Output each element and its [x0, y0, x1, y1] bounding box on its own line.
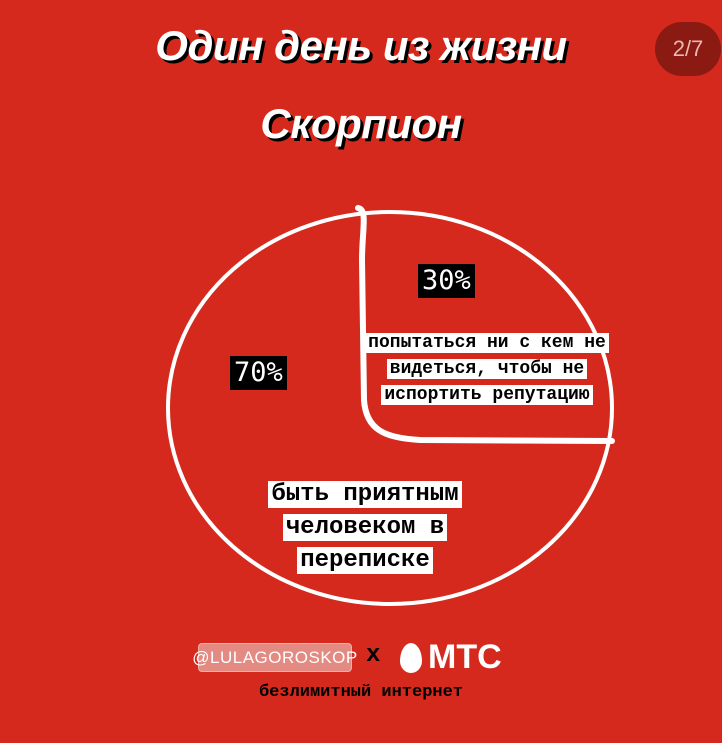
- slice-30-label: попытаться ни с кем не видеться, чтобы н…: [356, 330, 618, 408]
- slice-70-value: 70%: [230, 356, 287, 390]
- mts-logo: МТС: [400, 638, 502, 677]
- mts-egg-icon: [400, 642, 422, 673]
- collab-x: x: [366, 642, 381, 669]
- instagram-handle-tag[interactable]: @LULAGOROSKOP: [192, 643, 357, 672]
- tagline: безлимитный интернет: [258, 683, 464, 702]
- story-counter: 2/7: [655, 22, 721, 76]
- slice-70-label: быть приятным человеком в переписке: [240, 478, 490, 577]
- pie-slice-divider: [355, 205, 615, 444]
- slice-30-value: 30%: [418, 264, 475, 298]
- title-line-1: Один день из жизни: [155, 22, 567, 69]
- pie-outline: [166, 210, 614, 606]
- title-line-2: Скорпион: [260, 100, 462, 147]
